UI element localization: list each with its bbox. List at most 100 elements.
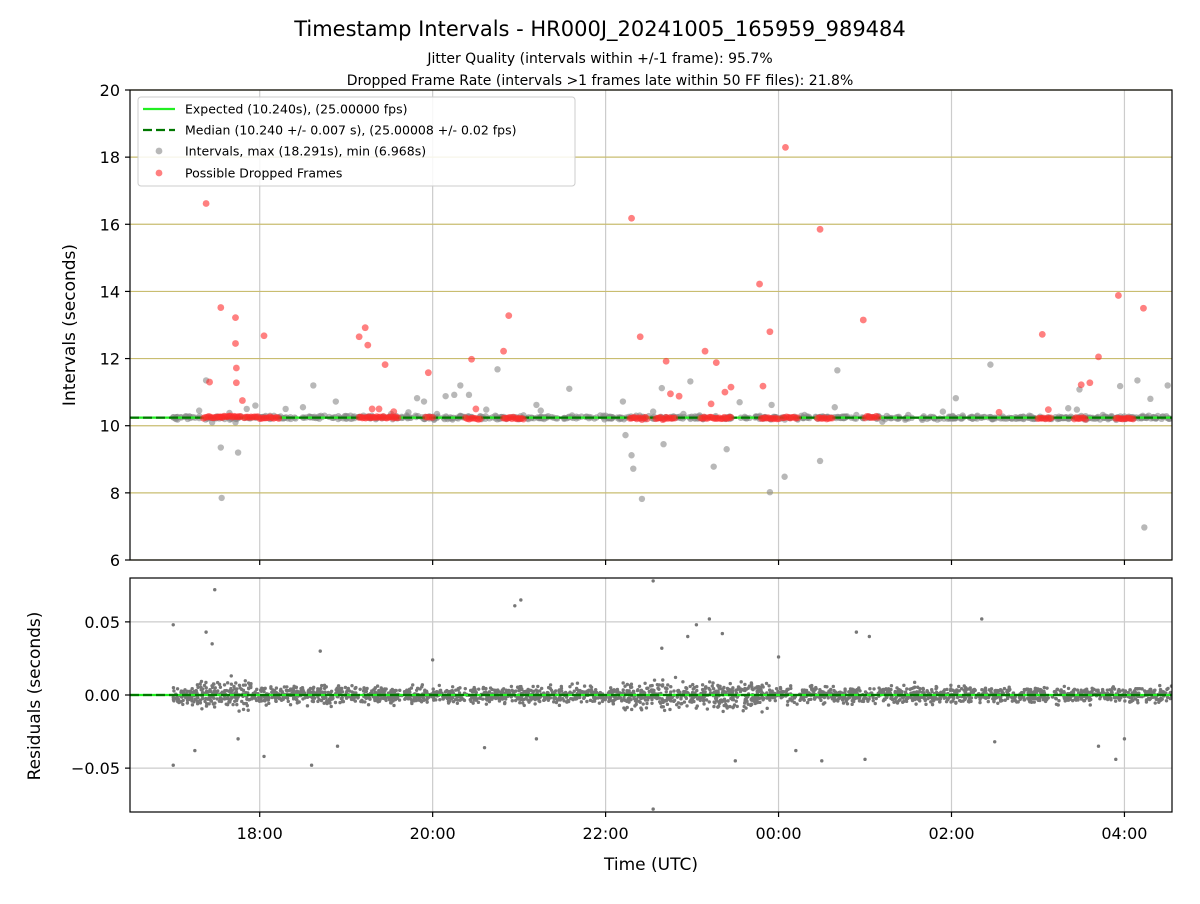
residual-point: [720, 687, 724, 691]
interval-point: [252, 402, 259, 409]
dropped-frame-point: [232, 340, 239, 347]
residual-point: [1144, 698, 1149, 702]
residual-point: [420, 685, 424, 689]
chart-title: Timestamp Intervals - HR000J_20241005_16…: [293, 17, 906, 42]
residual-point: [240, 699, 244, 704]
residual-point: [741, 709, 745, 713]
residual-point: [582, 684, 587, 688]
residual-point: [213, 701, 217, 705]
residual-point: [1156, 697, 1160, 702]
dropped-frame-point: [712, 359, 720, 366]
residual-point: [518, 685, 522, 689]
residual-point: [764, 681, 769, 686]
residual-point: [1096, 744, 1101, 748]
residual-point: [524, 697, 528, 701]
residual-point: [497, 699, 502, 703]
residual-point: [878, 688, 883, 692]
residual-point: [1005, 688, 1010, 693]
residual-point: [908, 687, 912, 691]
residual-point: [606, 691, 611, 695]
residual-point: [729, 696, 733, 701]
residual-point: [171, 685, 176, 690]
residual-point: [1003, 698, 1007, 702]
dropped-frame-point: [675, 392, 683, 400]
residual-point: [881, 690, 885, 695]
residual-point: [986, 699, 990, 704]
top-plot-frame: [129, 89, 1173, 561]
interval-point: [405, 409, 412, 416]
dropped-frame-point: [727, 414, 735, 421]
residual-point: [450, 688, 454, 693]
residual-point: [609, 686, 613, 690]
residual-point: [986, 695, 991, 700]
residual-point: [657, 683, 662, 687]
legend: Expected (10.240s), (25.00000 fps) Median…: [137, 96, 576, 187]
residual-point: [270, 695, 274, 700]
residual-point: [267, 701, 271, 706]
residual-point: [225, 696, 229, 701]
top-y-tick-label: 8: [110, 484, 120, 503]
residual-point: [992, 699, 996, 704]
residual-point: [672, 689, 676, 693]
residual-point: [991, 697, 995, 701]
dropped-frame-point: [727, 383, 735, 391]
residual-point: [1112, 687, 1117, 691]
dropped-frame-point: [206, 378, 213, 386]
residual-point: [171, 698, 176, 702]
residual-point: [673, 675, 678, 680]
bottom-x-tick-label: 22:00: [583, 824, 629, 843]
residual-point: [885, 689, 890, 694]
residual-point: [274, 686, 279, 690]
residual-point: [967, 697, 971, 702]
residual-point: [1035, 689, 1039, 694]
residual-point: [1038, 695, 1043, 699]
interval-point: [483, 406, 490, 413]
residual-point: [948, 688, 953, 693]
residual-point: [902, 699, 906, 703]
residual-point: [625, 689, 629, 693]
residual-point: [850, 702, 854, 707]
residual-point: [1000, 689, 1004, 693]
residual-point: [691, 682, 695, 687]
residual-point: [350, 683, 354, 688]
interval-point: [622, 431, 629, 439]
residual-point: [889, 687, 893, 692]
residual-point: [643, 681, 647, 685]
residual-point: [204, 686, 208, 690]
residual-point: [998, 696, 1003, 700]
bottom-y-axis-label: Residuals (seconds): [25, 612, 45, 781]
residual-point: [264, 703, 268, 707]
dropped-frame-point: [643, 415, 651, 423]
residual-point: [185, 689, 190, 693]
residual-point: [655, 696, 659, 701]
residual-point: [179, 690, 183, 695]
residual-point: [786, 699, 790, 704]
residual-point: [320, 690, 324, 694]
residual-point: [213, 588, 217, 592]
residual-point: [454, 688, 458, 692]
residual-point: [760, 710, 764, 714]
residual-point: [281, 696, 285, 701]
residual-point: [819, 698, 823, 703]
residual-point: [701, 698, 706, 703]
residual-point: [579, 689, 584, 694]
residual-point: [799, 697, 803, 701]
residual-point: [905, 687, 909, 691]
residual-point: [1054, 691, 1058, 695]
residual-point: [1055, 687, 1059, 692]
residual-point: [255, 687, 259, 692]
residual-point: [198, 682, 202, 686]
residual-point: [1134, 687, 1138, 691]
residual-point: [445, 695, 450, 699]
dropped-frame-point: [520, 415, 527, 423]
residual-point: [346, 686, 351, 691]
interval-point: [879, 418, 886, 425]
residual-point: [980, 688, 984, 692]
residual-point: [1148, 687, 1153, 692]
residual-point: [373, 686, 377, 691]
residual-point: [1038, 690, 1043, 695]
residual-point: [925, 689, 929, 693]
residual-point: [676, 688, 681, 693]
residual-point: [1135, 698, 1140, 703]
